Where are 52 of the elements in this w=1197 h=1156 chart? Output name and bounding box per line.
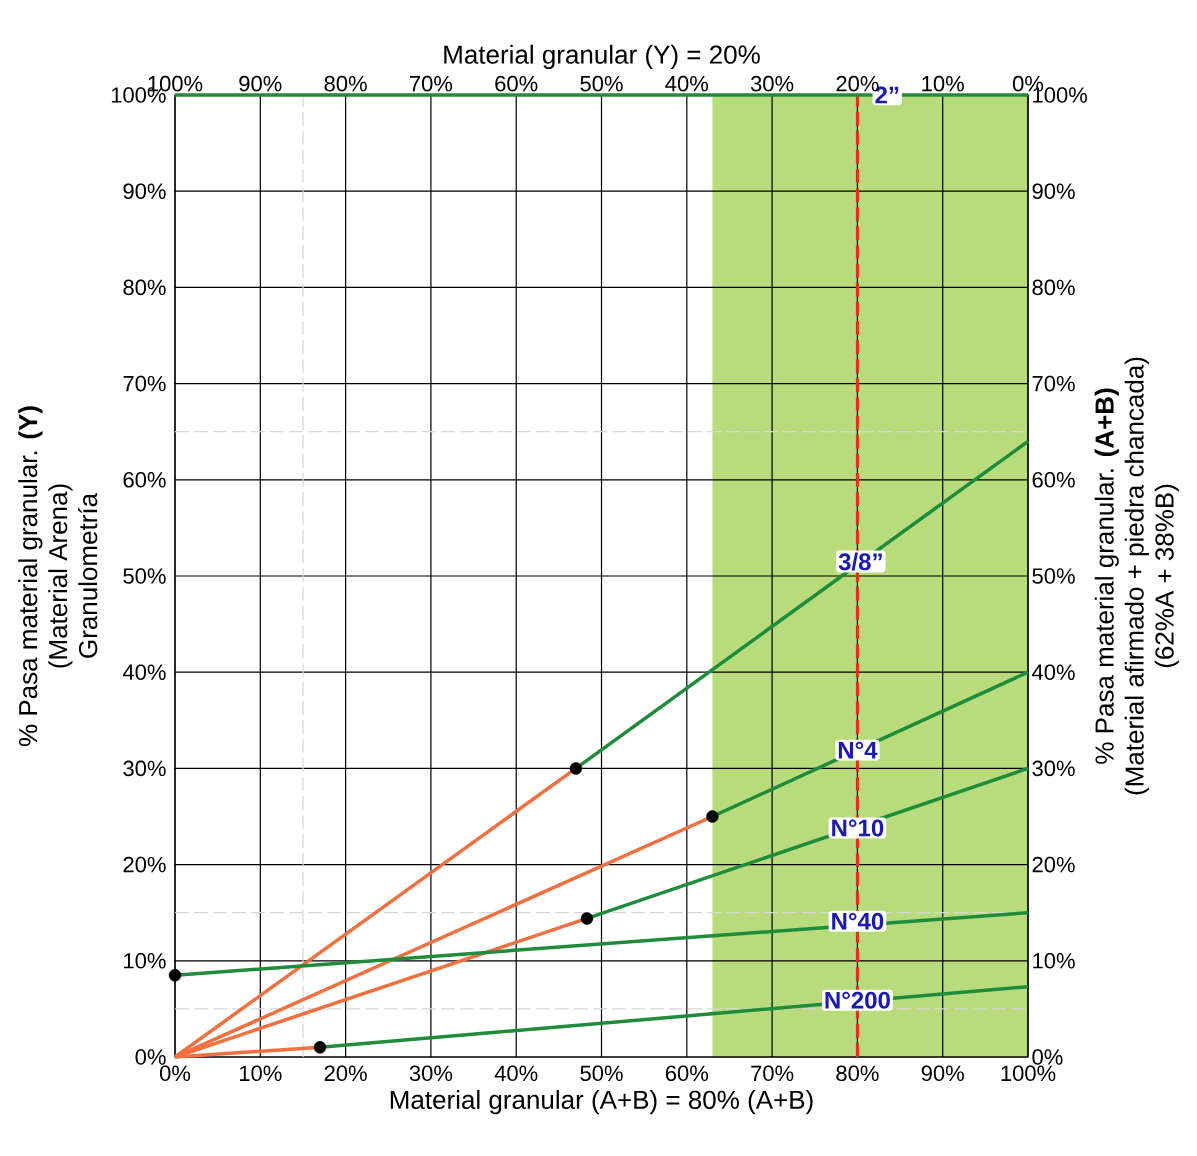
y-tick-label: 40%: [122, 664, 166, 680]
y2-tick-label: 50%: [1032, 568, 1075, 584]
x-tick-label: 50%: [580, 1065, 623, 1082]
annotation: N°200: [825, 991, 890, 1009]
y2-tick-label: 10%: [1033, 952, 1075, 969]
y2-tick-label: 40%: [1032, 664, 1075, 680]
y2-tick-label: 90%: [1032, 183, 1075, 199]
annotation: 3/8”: [838, 552, 882, 571]
y-tick-label: 60%: [123, 471, 166, 488]
y2-tick-label: 30%: [1032, 760, 1075, 777]
x-tick-label: 40%: [494, 1065, 538, 1082]
x2-tick-label: 50%: [580, 75, 623, 92]
x-tick-label: 100%: [1001, 1065, 1056, 1082]
text: (Material Arena): [48, 484, 73, 668]
annotation: N°40: [832, 912, 884, 930]
y-tick-label: 70%: [123, 375, 166, 392]
x2-tick-label: 70%: [410, 75, 453, 92]
x-tick-label: 80%: [836, 1065, 879, 1082]
y-tick-label: 20%: [123, 856, 166, 873]
y-tick-label: 80%: [123, 279, 166, 296]
text: Granulometría: [77, 492, 98, 658]
x-tick-label: 10%: [239, 1065, 282, 1082]
x-tick-label: 60%: [665, 1065, 709, 1082]
y-tick-label: 10%: [124, 952, 166, 969]
x-tick-label: 30%: [409, 1065, 453, 1082]
x2-tick-label: 90%: [239, 75, 282, 92]
y-tick-label: 50%: [123, 568, 166, 584]
y-tick-label: 90%: [123, 183, 166, 199]
x-tick-label: 90%: [921, 1065, 964, 1082]
x2-tick-label: 80%: [324, 75, 367, 92]
annotation: N°4: [838, 741, 878, 759]
annotation: N°10: [832, 819, 884, 837]
y2-tick-label: 60%: [1032, 471, 1075, 488]
x-tick-label: 20%: [324, 1065, 367, 1082]
y2-tick-label: 70%: [1032, 375, 1075, 392]
x-tick-label: 0%: [159, 1065, 191, 1082]
y-tick-label: 0%: [135, 1049, 166, 1065]
x-axis-title: Material granular (A+B) = 80% (A+B): [390, 1089, 813, 1115]
x2-axis-title: Material granular (Y) = 20%: [444, 44, 760, 70]
y2-axis-title: % Pasa material granular. (A+B): [1094, 388, 1119, 764]
y2-tick-label: 20%: [1032, 856, 1075, 873]
y-tick-label: 30%: [123, 760, 166, 777]
y2-tick-label: 80%: [1032, 279, 1075, 296]
x2-tick-label: 30%: [750, 75, 794, 92]
y2-tick-label: 0%: [1032, 1049, 1063, 1065]
x2-tick-label: 60%: [495, 75, 538, 92]
text: (Material afirmado + piedra chancada): [1124, 357, 1149, 795]
x2-tick-label: 10%: [922, 75, 964, 92]
text: (62%A + 38%B): [1154, 484, 1179, 668]
y-axis-title: % Pasa material granular. (Y): [18, 406, 43, 747]
x-tick-label: 70%: [751, 1065, 794, 1082]
x2-tick-label: 40%: [665, 75, 709, 92]
